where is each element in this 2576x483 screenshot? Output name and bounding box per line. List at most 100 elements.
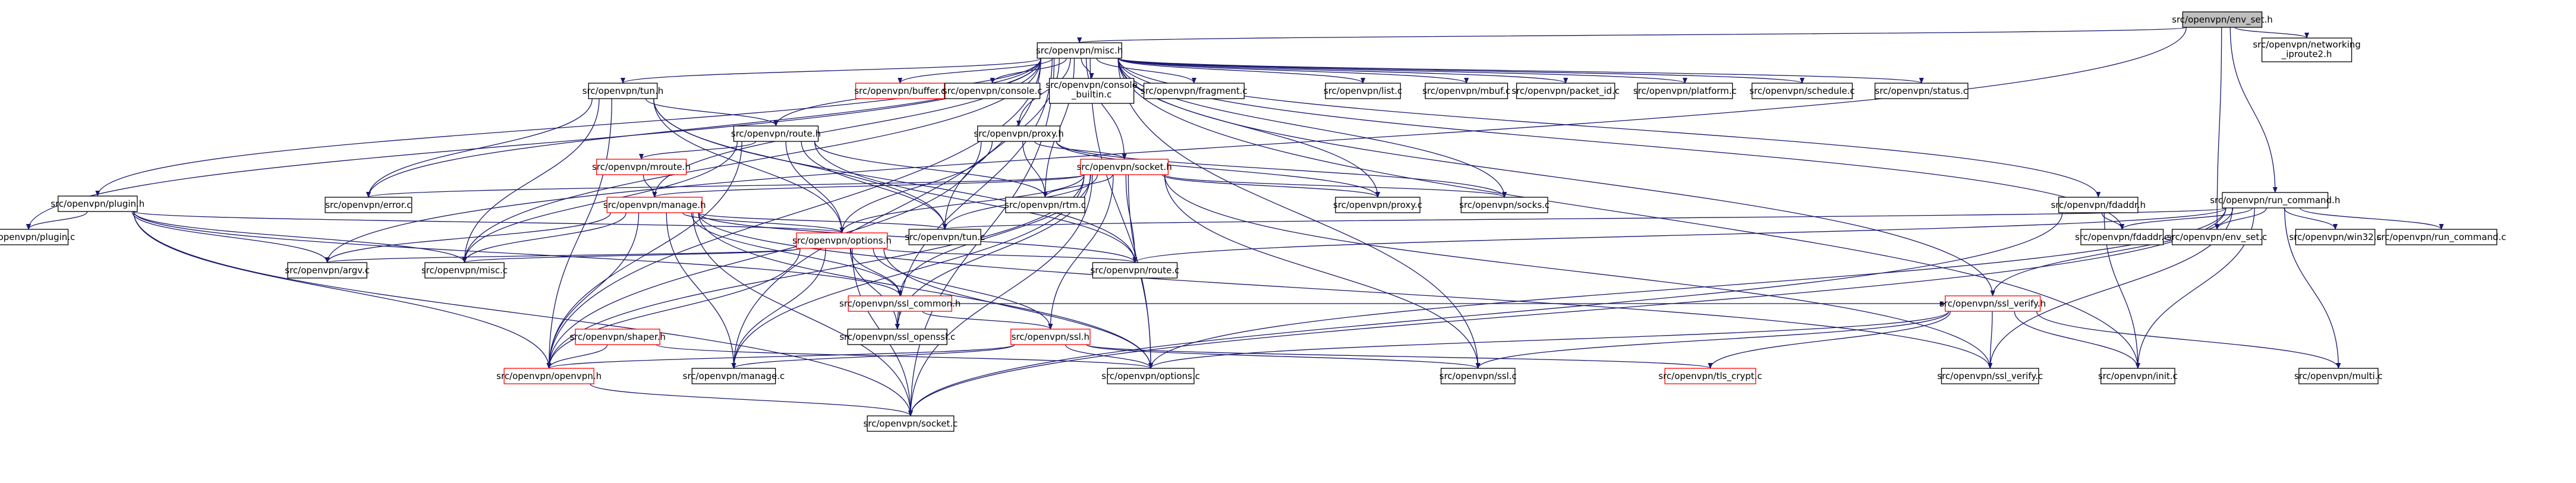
node-tun-h[interactable]: src/openvpn/tun.h	[582, 83, 664, 99]
node-win32-c[interactable]: src/openvpn/win32.c	[2289, 229, 2382, 245]
node-schedule-c[interactable]: src/openvpn/schedule.c	[1749, 83, 1855, 99]
node-tls-crypt-c[interactable]: src/openvpn/tls_crypt.c	[1658, 368, 1762, 384]
node-init-c[interactable]: src/openvpn/init.c	[2098, 368, 2178, 384]
node-label: src/openvpn/networking _iproute2.h	[2253, 39, 2360, 60]
edge-manage-h-to-tun-c	[697, 212, 947, 230]
edge-tun-h-to-misc-c	[462, 98, 600, 263]
node-options-c[interactable]: src/openvpn/options.c	[1101, 368, 1200, 384]
node-ssl-verify-h[interactable]: src/openvpn/ssl_verify.h	[1939, 295, 2046, 312]
node-label: src/openvpn/socket.c	[864, 418, 958, 429]
node-ssl-openssl-c[interactable]: src/openvpn/ssl_openssl.c	[839, 329, 955, 345]
edge-socket-h-to-rtm-c	[1043, 174, 1113, 198]
node-run-command-h[interactable]: src/openvpn/run_command.h	[2210, 192, 2340, 209]
node-console-builtin-c[interactable]: src/openvpn/console _builtin.c	[1045, 78, 1138, 104]
node-buffer-c[interactable]: src/openvpn/buffer.c	[854, 83, 946, 99]
node-label: src/openvpn/socket.h	[1077, 162, 1172, 172]
edge-plugin-h-to-ssl-common-h	[133, 211, 903, 296]
edge-run-command-h-to-route-c	[1132, 207, 2227, 263]
node-misc-h[interactable]: src/openvpn/misc.h	[1036, 42, 1123, 59]
node-label: src/openvpn/status.c	[1875, 86, 1968, 96]
node-fdaddr-c[interactable]: src/openvpn/fdaddr.c	[2075, 229, 2169, 245]
edge-mroute-h-to-manage-h	[643, 174, 657, 198]
edge-env-set-h-to-env-set-c	[2215, 27, 2222, 230]
node-tun-c[interactable]: src/openvpn/tun.c	[905, 229, 985, 245]
edge-ssl-verify-h-to-ssl-c	[1475, 311, 1950, 369]
node-rtm-c[interactable]: src/openvpn/rtm.c	[1004, 197, 1086, 213]
node-label: src/openvpn/rtm.c	[1004, 200, 1086, 210]
node-label: src/openvpn/tun.h	[582, 86, 664, 96]
node-proxy-h[interactable]: src/openvpn/proxy.h	[974, 125, 1064, 142]
edge-tun-h-to-route-h	[645, 98, 779, 127]
node-manage-h[interactable]: src/openvpn/manage.h	[603, 197, 706, 213]
edge-layer	[26, 27, 2444, 416]
edge-socket-h-to-ssl-verify-c	[1164, 174, 1993, 369]
node-mroute-h[interactable]: src/openvpn/mroute.h	[592, 159, 691, 175]
node-env-set-h[interactable]: src/openvpn/env_set.h	[2172, 11, 2273, 28]
node-label: src/openvpn/error.c	[325, 200, 411, 210]
edge-misc-h-to-proxy-h	[1016, 58, 1071, 127]
node-misc-c[interactable]: src/openvpn/misc.c	[421, 262, 508, 279]
node-ssl-verify-c[interactable]: src/openvpn/ssl_verify.c	[1937, 368, 2043, 384]
node-platform-c[interactable]: src/openvpn/platform.c	[1633, 83, 1737, 99]
edge-misc-h-to-platform-c	[1117, 58, 1687, 84]
node-fragment-c[interactable]: src/openvpn/fragment.c	[1141, 83, 1248, 99]
edge-misc-h-to-manage-c	[731, 58, 1041, 369]
node-shaper-h[interactable]: src/openvpn/shaper.h	[569, 329, 666, 345]
edge-misc-h-to-ssl-verify-h	[1117, 58, 1995, 296]
node-manage-c[interactable]: src/openvpn/manage.c	[683, 368, 785, 384]
edge-misc-h-to-ssl-c	[1117, 58, 1481, 369]
edge-run-command-h-to-run-command-c	[2300, 207, 2444, 230]
node-error-c[interactable]: src/openvpn/error.c	[325, 197, 412, 213]
node-plugin-h[interactable]: src/openvpn/plugin.h	[51, 195, 144, 212]
edge-ssl-verify-h-to-multi-c	[2036, 311, 2341, 369]
edge-plugin-h-to-argv-c	[131, 211, 330, 263]
edge-route-h-to-tun-c	[801, 141, 947, 230]
node-env-set-c[interactable]: src/openvpn/env_set.c	[2167, 229, 2267, 245]
node-status-c[interactable]: src/openvpn/status.c	[1874, 83, 1969, 99]
edge-options-h-to-ssl-h	[873, 248, 1053, 330]
node-run-command-c[interactable]: src/openvpn/run_command.c	[2377, 229, 2506, 245]
node-options-h[interactable]: src/openvpn/options.h	[792, 232, 892, 249]
node-route-h[interactable]: src/openvpn/route.h	[731, 125, 821, 142]
node-console-c[interactable]: src/openvpn/console.c	[943, 83, 1043, 99]
node-ssl-common-h[interactable]: src/openvpn/ssl_common.h	[839, 295, 961, 312]
node-label: src/openvpn/ssl_openssl.c	[839, 332, 955, 343]
node-mbuf-c[interactable]: src/openvpn/mbuf.c	[1422, 83, 1510, 99]
edge-tun-h-to-error-c	[366, 98, 593, 198]
edge-plugin-h-to-options-h	[133, 211, 844, 233]
edge-env-set-h-to-iproute2-h	[2234, 27, 2309, 39]
node-argv-c[interactable]: src/openvpn/argv.c	[285, 262, 370, 279]
edge-misc-h-to-options-c	[1089, 58, 1154, 369]
edge-env-set-h-to-misc-h	[1078, 27, 2187, 43]
node-iproute2-h[interactable]: src/openvpn/networking _iproute2.h	[2253, 37, 2361, 62]
node-label: src/openvpn/openvpn.h	[496, 371, 602, 381]
edge-misc-h-to-fragment-c	[1096, 58, 1196, 84]
node-label: src/openvpn/manage.c	[683, 371, 785, 381]
node-socket-c[interactable]: src/openvpn/socket.c	[864, 415, 958, 432]
node-list-c[interactable]: src/openvpn/list.c	[1324, 83, 1402, 99]
node-label: src/openvpn/misc.c	[421, 265, 508, 276]
node-plugin-c[interactable]: src/openvpn/plugin.c	[0, 229, 75, 245]
node-label: src/openvpn/run_command.h	[2210, 195, 2340, 206]
node-label: src/openvpn/run_command.c	[2377, 232, 2506, 243]
node-socks-c[interactable]: src/openvpn/socks.c	[1459, 197, 1550, 213]
node-multi-c[interactable]: src/openvpn/multi.c	[2294, 368, 2383, 384]
edge-tun-h-to-route-c	[653, 98, 1138, 263]
node-label: src/openvpn/console.c	[943, 86, 1043, 96]
node-socket-h[interactable]: src/openvpn/socket.h	[1077, 159, 1172, 175]
node-openvpn-h[interactable]: src/openvpn/openvpn.h	[496, 368, 602, 384]
node-proxy-c[interactable]: src/openvpn/proxy.c	[1333, 197, 1422, 213]
node-fdaddr-h[interactable]: src/openvpn/fdaddr.h	[2051, 197, 2146, 213]
edge-misc-h-to-proxy-c	[1117, 58, 1380, 198]
node-label: src/openvpn/fdaddr.c	[2075, 232, 2169, 242]
node-ssl-h[interactable]: src/openvpn/ssl.h	[1010, 329, 1091, 345]
node-label: src/openvpn/misc.h	[1036, 45, 1123, 56]
edge-socket-h-to-ssl-common-h	[897, 174, 1091, 296]
node-packet-id-c[interactable]: src/openvpn/packet_id.c	[1511, 83, 1620, 99]
node-ssl-c[interactable]: src/openvpn/ssl.c	[1440, 368, 1517, 384]
node-route-c[interactable]: src/openvpn/route.c	[1090, 262, 1179, 279]
edge-misc-h-to-socks-c	[1117, 58, 1507, 198]
node-label: src/openvpn/mroute.h	[592, 162, 691, 172]
edge-ssl-verify-h-to-init-c	[2014, 311, 2140, 369]
